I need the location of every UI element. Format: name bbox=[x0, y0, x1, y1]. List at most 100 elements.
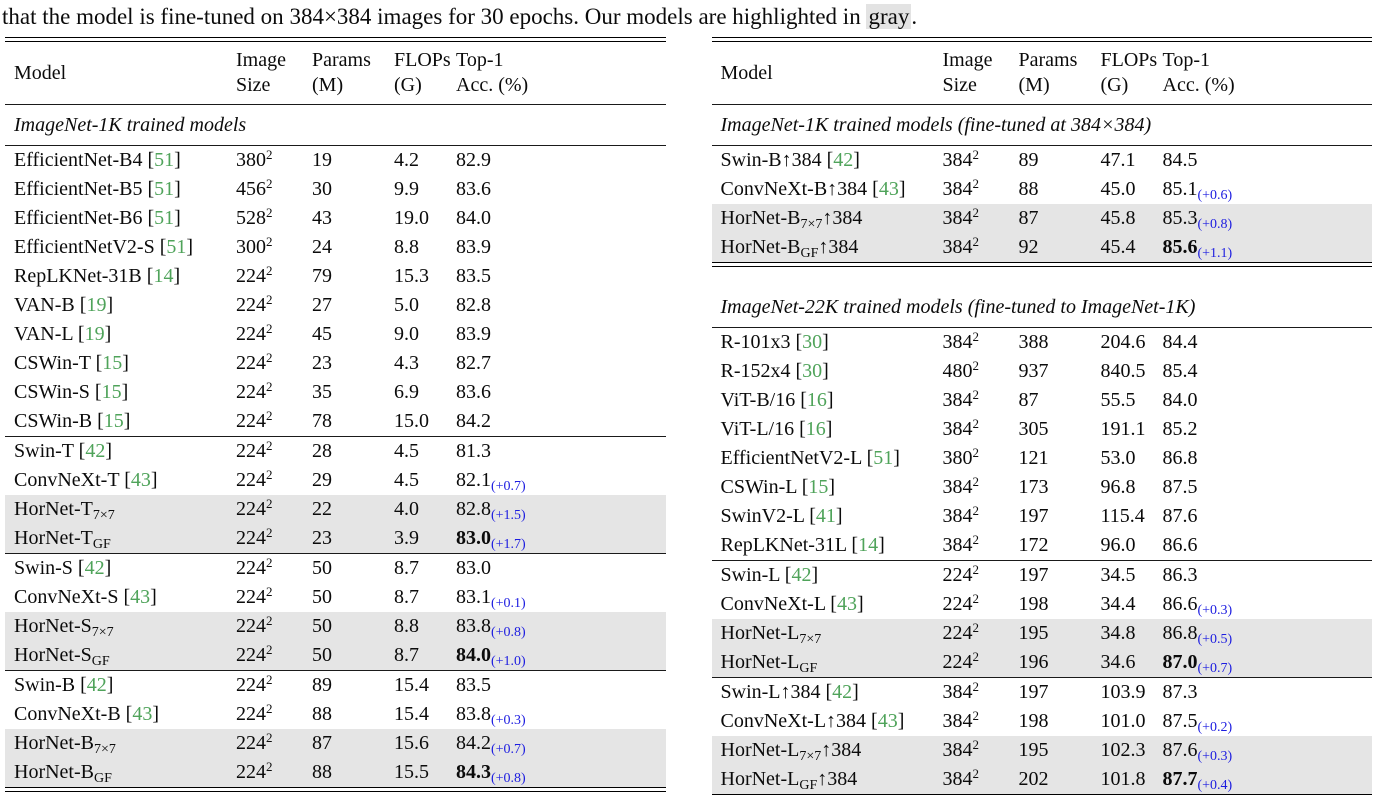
citation-number: 51 bbox=[154, 149, 175, 171]
params-value: 197 bbox=[1018, 564, 1049, 586]
flops-value: 55.5 bbox=[1100, 389, 1136, 411]
model-cell: Swin-L↑384 [42] bbox=[721, 678, 943, 707]
table-row: VAN-B [19] 2242 27 5.0 82.8 bbox=[5, 291, 666, 320]
accuracy-cell: 83.6 bbox=[456, 175, 666, 204]
image-size-cell: 3842 bbox=[943, 204, 1019, 233]
accuracy-value: 84.0 bbox=[456, 644, 491, 666]
image-size-cell: 3842 bbox=[943, 707, 1019, 736]
model-name: ConvNeXt-S bbox=[14, 586, 119, 608]
flops-value: 8.7 bbox=[394, 586, 419, 608]
accuracy-delta: (+0.3) bbox=[491, 713, 526, 728]
caption-highlight-gray: gray bbox=[866, 4, 912, 29]
flops-cell: 15.5 bbox=[394, 758, 456, 787]
citation-bracket-close: ] bbox=[123, 410, 131, 432]
model-subscript: GF bbox=[91, 654, 110, 669]
model-cell: HorNet-LGF↑384 bbox=[721, 765, 943, 794]
params-cell: 87 bbox=[312, 729, 394, 758]
image-size-value: 456 bbox=[236, 178, 266, 200]
flops-cell: 4.5 bbox=[394, 437, 456, 466]
flops-cell: 191.1 bbox=[1101, 415, 1163, 444]
citation-bracket-close: ] bbox=[897, 710, 905, 732]
tables-container: Model Image Size Params (M) FLOPs (G) Top-1 Acc.… bbox=[0, 37, 1376, 797]
flops-cell: 45.4 bbox=[1101, 233, 1163, 262]
citation-bracket-open: [ bbox=[154, 236, 167, 258]
params-value: 195 bbox=[1018, 622, 1049, 644]
column-header-model: Model bbox=[721, 61, 943, 86]
accuracy-delta: (+0.6) bbox=[1197, 188, 1233, 203]
model-cell: VAN-L [19] bbox=[14, 320, 236, 349]
model-cell: HorNet-L7×7 bbox=[721, 619, 943, 648]
accuracy-cell: 87.3 bbox=[1163, 678, 1373, 707]
flops-cell: 15.3 bbox=[394, 262, 456, 291]
model-suffix: ↑384 bbox=[821, 739, 862, 761]
image-size-value: 224 bbox=[942, 622, 973, 644]
accuracy-cell: 87.6 bbox=[1163, 502, 1373, 531]
model-name: ConvNeXt-T bbox=[14, 469, 120, 491]
params-cell: 88 bbox=[312, 700, 394, 729]
model-cell: SwinV2-L [41] bbox=[721, 502, 943, 531]
flops-cell: 8.7 bbox=[394, 641, 456, 670]
accuracy-cell: 87.6(+0.3) bbox=[1163, 736, 1373, 765]
model-name: HorNet-L bbox=[720, 622, 800, 644]
flops-value: 101.0 bbox=[1100, 710, 1146, 732]
table-row: HorNet-BGF 2242 88 15.5 84.3(+0.8) bbox=[5, 758, 666, 787]
column-header-line1: Top-1 bbox=[456, 49, 504, 71]
image-size-value: 384 bbox=[942, 207, 973, 229]
params-cell: 22 bbox=[312, 495, 394, 524]
model-name: HorNet-L bbox=[720, 651, 800, 673]
image-size-exponent: 2 bbox=[266, 205, 273, 220]
citation-bracket-open: [ bbox=[867, 178, 879, 200]
model-name: Swin-L bbox=[720, 564, 780, 586]
flops-value: 8.8 bbox=[394, 615, 419, 637]
image-size-exponent: 2 bbox=[972, 708, 980, 723]
params-cell: 198 bbox=[1019, 707, 1101, 736]
citation-number: 43 bbox=[836, 593, 857, 615]
image-size-cell: 2242 bbox=[236, 407, 312, 436]
citation-bracket-close: ] bbox=[152, 703, 160, 725]
model-cell: CSWin-S [15] bbox=[14, 378, 236, 407]
image-size-cell: 2242 bbox=[236, 612, 312, 641]
table-row: CSWin-L [15] 3842 173 96.8 87.5 bbox=[712, 473, 1373, 502]
flops-value: 103.9 bbox=[1100, 681, 1146, 703]
model-name: CSWin-L bbox=[720, 476, 797, 498]
model-name: Swin-T bbox=[14, 440, 74, 462]
params-value: 23 bbox=[312, 352, 332, 374]
image-size-exponent: 2 bbox=[266, 584, 273, 599]
model-subscript: GF bbox=[92, 537, 111, 552]
params-cell: 195 bbox=[1019, 619, 1101, 648]
column-header-3: Top-1 Acc. (%) bbox=[1163, 48, 1373, 98]
image-size-exponent: 2 bbox=[972, 649, 980, 664]
model-cell: HorNet-T7×7 bbox=[14, 495, 236, 524]
accuracy-cell: 84.3(+0.8) bbox=[456, 758, 666, 787]
image-size-value: 480 bbox=[942, 360, 973, 382]
image-size-cell: 2242 bbox=[943, 590, 1019, 619]
model-cell: Swin-S [42] bbox=[14, 554, 236, 583]
params-value: 79 bbox=[312, 265, 332, 287]
image-size-value: 384 bbox=[942, 681, 973, 703]
image-size-value: 384 bbox=[942, 739, 973, 761]
accuracy-value: 83.0 bbox=[456, 527, 491, 549]
section-gap bbox=[712, 267, 1373, 287]
table-row: CSWin-B [15] 2242 78 15.0 84.2 bbox=[5, 407, 666, 436]
flops-cell: 103.9 bbox=[1101, 678, 1163, 707]
citation-bracket-close: ] bbox=[174, 207, 181, 229]
model-name: ConvNeXt-B bbox=[14, 703, 121, 725]
image-size-exponent: 2 bbox=[972, 329, 980, 344]
params-cell: 197 bbox=[1019, 502, 1101, 531]
accuracy-cell: 84.0 bbox=[456, 204, 666, 233]
citation-bracket-open: [ bbox=[142, 178, 155, 200]
citation-bracket-close: ] bbox=[150, 586, 157, 608]
citation-bracket-close: ] bbox=[826, 389, 834, 411]
model-cell: EfficientNet-B5 [51] bbox=[14, 175, 236, 204]
params-cell: 92 bbox=[1019, 233, 1101, 262]
table-row: Swin-S [42] 2242 50 8.7 83.0 bbox=[5, 554, 666, 583]
params-cell: 50 bbox=[312, 612, 394, 641]
image-size-value: 224 bbox=[236, 615, 266, 637]
flops-value: 34.6 bbox=[1100, 651, 1136, 673]
citation-number: 42 bbox=[791, 564, 812, 586]
accuracy-cell: 85.4 bbox=[1163, 357, 1373, 386]
citation-number: 42 bbox=[86, 674, 107, 696]
image-size-value: 384 bbox=[942, 476, 973, 498]
image-size-value: 384 bbox=[942, 768, 973, 790]
citation-bracket-close: ] bbox=[104, 323, 112, 345]
